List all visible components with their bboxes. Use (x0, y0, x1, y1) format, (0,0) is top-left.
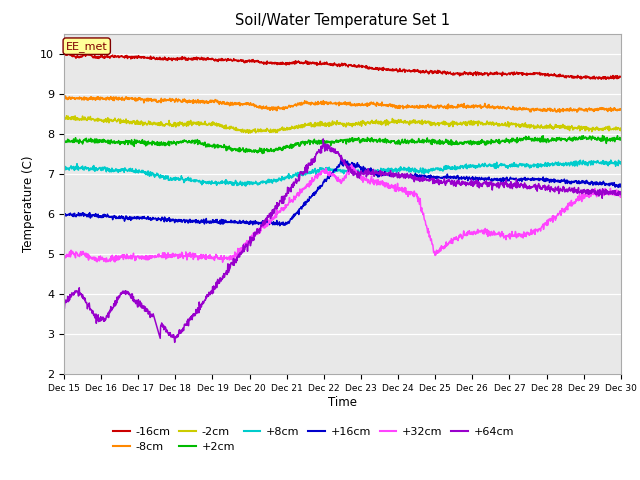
Legend: -16cm, -8cm, -2cm, +2cm, +8cm, +16cm, +32cm, +64cm: -16cm, -8cm, -2cm, +2cm, +8cm, +16cm, +3… (109, 422, 518, 456)
Text: EE_met: EE_met (66, 41, 108, 52)
Title: Soil/Water Temperature Set 1: Soil/Water Temperature Set 1 (235, 13, 450, 28)
Y-axis label: Temperature (C): Temperature (C) (22, 156, 35, 252)
X-axis label: Time: Time (328, 396, 357, 409)
